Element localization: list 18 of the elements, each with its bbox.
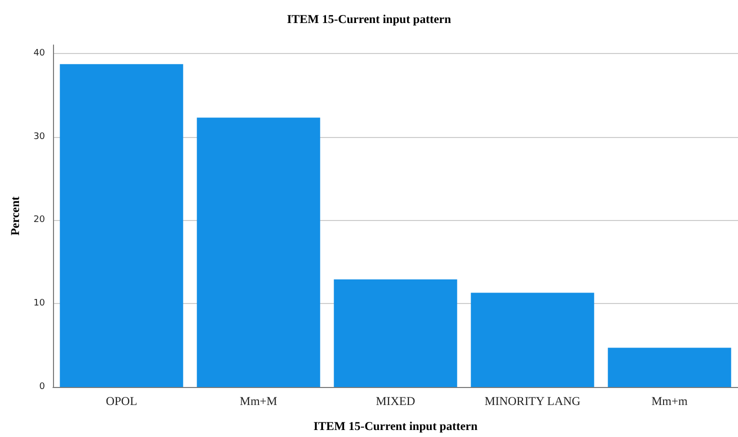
chart-title: ITEM 15-Current input pattern <box>286 12 452 26</box>
x-tick-label: Mm+m <box>651 394 688 408</box>
x-axis-title: ITEM 15-Current input pattern <box>313 419 478 433</box>
y-tick-label: 30 <box>34 132 46 142</box>
y-tick-label: 40 <box>34 48 46 58</box>
bar <box>60 64 184 387</box>
y-tick-label: 20 <box>34 215 46 226</box>
bar <box>470 292 594 387</box>
x-tick-label: OPOL <box>106 394 138 408</box>
bar <box>196 118 320 387</box>
x-tick-label: MIXED <box>376 394 416 408</box>
bar <box>334 279 458 387</box>
y-axis-title: Percent <box>8 196 22 236</box>
x-tick-label: MINORITY LANG <box>484 394 581 408</box>
y-tick-label: 0 <box>39 382 46 392</box>
y-tick-label: 10 <box>34 298 46 309</box>
x-tick-label: Mm+M <box>240 394 278 408</box>
bar <box>608 348 732 387</box>
